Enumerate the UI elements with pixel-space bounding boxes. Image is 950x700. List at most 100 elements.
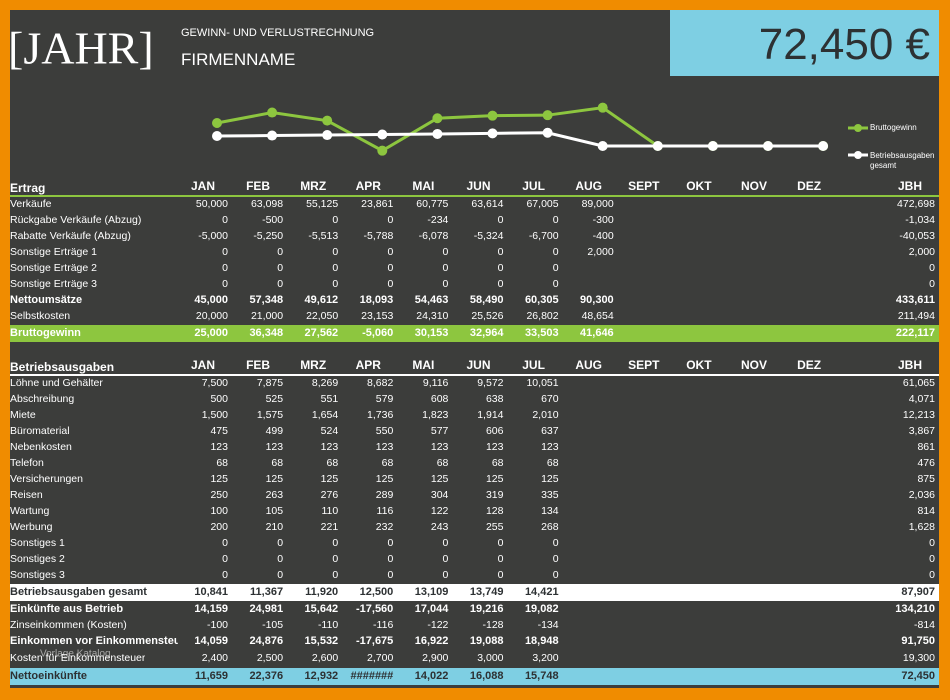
cell: 0 <box>552 262 559 274</box>
column-header: JUN <box>466 358 491 372</box>
row-band <box>10 324 939 342</box>
cell: 22,050 <box>306 310 339 322</box>
cell: 100 <box>210 505 228 517</box>
cell: 67,005 <box>526 198 559 210</box>
cell: 524 <box>320 425 339 437</box>
cell: 255 <box>485 521 504 533</box>
cell: -300 <box>592 214 614 226</box>
cell: 41,646 <box>580 327 614 339</box>
cell: -1,034 <box>905 214 935 226</box>
cell: 33,503 <box>524 327 559 339</box>
cell: 2,000 <box>908 246 935 258</box>
cell: 105 <box>265 505 284 517</box>
row-band <box>10 583 939 601</box>
data-point <box>377 145 388 156</box>
row-label: Versicherungen <box>10 473 83 485</box>
row-label: Einkünfte aus Betrieb <box>10 603 124 615</box>
cell: 68 <box>436 457 449 469</box>
cell: 12,500 <box>359 586 394 598</box>
cell: 268 <box>541 521 559 533</box>
cell: 289 <box>375 489 394 501</box>
cell: -17,675 <box>355 635 394 647</box>
cell: 579 <box>375 393 394 405</box>
cell: 577 <box>430 425 449 437</box>
row-label: Telefon <box>10 457 44 469</box>
cell: 55,125 <box>306 198 339 210</box>
cell: 60,305 <box>524 294 559 306</box>
cell: 11,367 <box>250 586 284 598</box>
cell: 1,575 <box>256 409 284 421</box>
cell: -5,788 <box>363 230 394 242</box>
cell: -5,060 <box>362 327 394 339</box>
watermark: Vorlage Katalog <box>40 648 111 660</box>
cell: 125 <box>541 473 559 485</box>
data-point <box>212 118 222 128</box>
cell: 0 <box>929 262 935 274</box>
cell: 1,628 <box>908 521 935 533</box>
data-point <box>487 110 498 121</box>
cell: -6,078 <box>418 230 449 242</box>
cell: 125 <box>265 473 284 485</box>
cell: 0 <box>442 262 449 274</box>
cell: 472,698 <box>897 198 935 210</box>
cell: 2,000 <box>587 246 614 258</box>
cell: 24,310 <box>416 310 449 322</box>
cell: 15,642 <box>304 603 339 615</box>
column-header: FEB <box>246 179 271 193</box>
cell: 0 <box>277 569 284 581</box>
cell: 1,823 <box>422 409 449 421</box>
cell: 0 <box>497 278 504 290</box>
subtitle: GEWINN- UND VERLUSTRECHNUNG <box>181 27 375 39</box>
cell: 63,098 <box>250 198 284 210</box>
cell: -400 <box>592 230 614 242</box>
cell: -5,000 <box>198 230 228 242</box>
cell: 50,000 <box>195 198 228 210</box>
cell: 22,376 <box>249 670 284 682</box>
cell: 0 <box>332 553 339 565</box>
cell: 68 <box>546 457 559 469</box>
row-label: Löhne und Gehälter <box>10 377 103 389</box>
cell: 0 <box>497 569 504 581</box>
row-label: Sonstige Erträge 3 <box>10 278 97 290</box>
cell: 2,010 <box>532 409 559 421</box>
company: FIRMENNAME <box>181 50 296 69</box>
column-header: NOV <box>740 179 767 193</box>
cell: 0 <box>497 537 504 549</box>
cell: 0 <box>332 214 339 226</box>
cell: 128 <box>485 505 504 517</box>
cell: 14,421 <box>524 586 559 598</box>
cell: 122 <box>430 505 449 517</box>
cell: 23,153 <box>361 310 394 322</box>
row-label: Büromaterial <box>10 425 70 437</box>
cell: 2,600 <box>311 652 339 664</box>
cell: 110 <box>321 505 339 517</box>
cell: 0 <box>442 569 449 581</box>
cell: 9,572 <box>477 377 504 389</box>
cell: 14,159 <box>194 603 228 615</box>
cell: 0 <box>497 246 504 258</box>
cell: 19,300 <box>902 652 935 664</box>
cell: 0 <box>222 246 228 258</box>
row-label: Zinseinkommen (Kosten) <box>10 619 127 631</box>
cell: 45,000 <box>194 294 228 306</box>
cell: ####### <box>350 670 394 682</box>
cell: 304 <box>430 489 449 501</box>
cell: 0 <box>332 537 339 549</box>
cell: 24,876 <box>249 635 284 647</box>
cell: 0 <box>277 246 284 258</box>
cell: -6,700 <box>528 230 559 242</box>
column-header: JBH <box>897 358 922 372</box>
row-label: Kosten für Einkommensteuer <box>10 652 146 664</box>
cell: 12,213 <box>902 409 935 421</box>
cell: 15,748 <box>524 670 559 682</box>
cell: 123 <box>210 441 228 453</box>
cell: -17,560 <box>355 603 394 615</box>
cell: 2,700 <box>367 652 394 664</box>
cell: 13,109 <box>414 586 449 598</box>
cell: 10,841 <box>194 586 228 598</box>
column-header: OKT <box>686 179 712 193</box>
cell: -100 <box>206 619 228 631</box>
cell: 232 <box>375 521 394 533</box>
cell: 0 <box>929 553 935 565</box>
